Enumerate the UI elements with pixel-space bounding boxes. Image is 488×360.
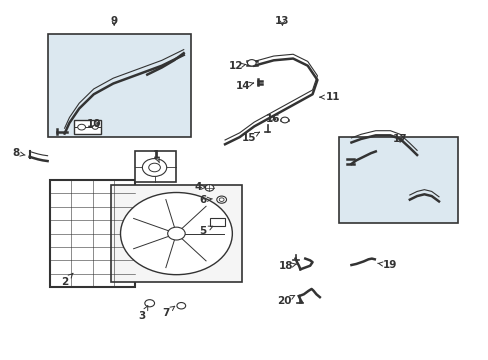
Text: 8: 8 [12, 148, 25, 158]
Text: 4: 4 [194, 182, 205, 192]
Circle shape [120, 193, 232, 275]
Bar [111, 185, 242, 282]
Text: 5: 5 [199, 226, 212, 236]
Text: 10: 10 [86, 118, 101, 129]
Text: 17: 17 [392, 134, 407, 144]
Text: 7: 7 [162, 306, 174, 318]
Circle shape [142, 158, 166, 176]
Circle shape [219, 198, 224, 202]
Text: 12: 12 [228, 62, 245, 71]
Circle shape [177, 302, 185, 309]
Text: 18: 18 [278, 261, 296, 271]
Text: 6: 6 [199, 195, 212, 204]
Text: 9: 9 [110, 16, 118, 26]
Text: 19: 19 [377, 260, 397, 270]
Text: 13: 13 [275, 16, 289, 26]
Text: 16: 16 [265, 113, 279, 123]
Text: 14: 14 [236, 81, 253, 91]
FancyBboxPatch shape [47, 33, 191, 137]
Text: 15: 15 [242, 132, 259, 143]
Circle shape [148, 163, 160, 172]
Circle shape [78, 124, 85, 130]
Bar [50, 180, 135, 287]
Text: 3: 3 [139, 306, 147, 321]
Text: 1: 1 [152, 150, 159, 163]
Circle shape [281, 117, 288, 123]
Bar [135, 152, 176, 182]
Circle shape [247, 60, 256, 66]
Circle shape [204, 185, 213, 191]
Circle shape [216, 196, 226, 203]
Circle shape [167, 227, 185, 240]
Bar [74, 120, 101, 134]
Text: 20: 20 [277, 296, 294, 306]
Text: 2: 2 [61, 273, 73, 287]
Circle shape [144, 300, 154, 307]
Circle shape [92, 125, 98, 129]
Text: 11: 11 [319, 92, 340, 102]
FancyBboxPatch shape [339, 137, 458, 223]
Bar [210, 217, 224, 226]
